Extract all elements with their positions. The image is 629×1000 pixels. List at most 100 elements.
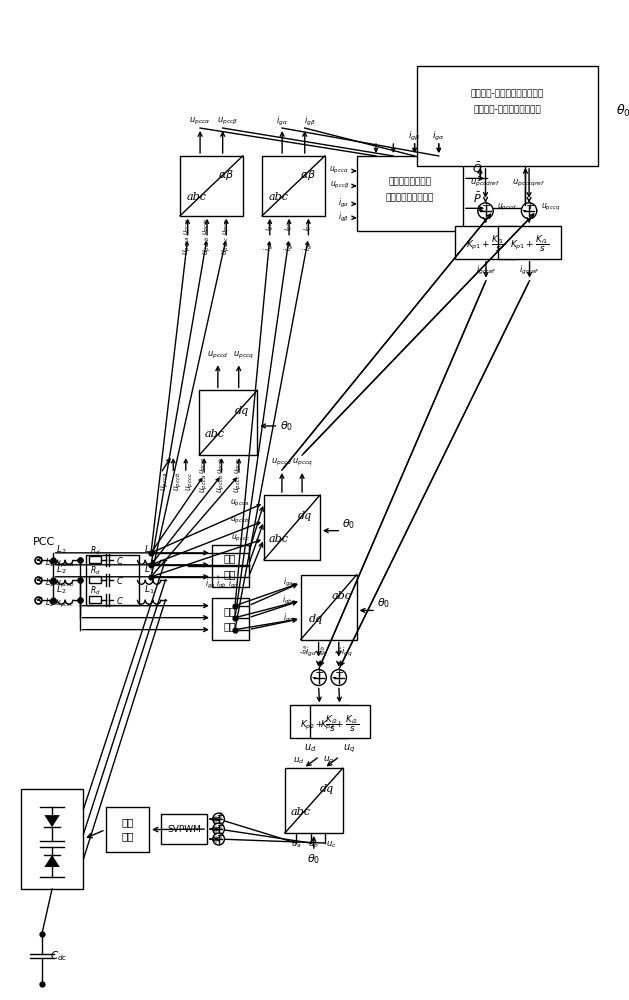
Text: +: + [315, 668, 325, 678]
Text: $\theta_0$: $\theta_0$ [280, 419, 292, 433]
Text: $i_{g\beta}$: $i_{g\beta}$ [338, 211, 349, 224]
Text: $u_{pccc}$: $u_{pccc}$ [231, 533, 250, 544]
Text: abc: abc [205, 429, 225, 439]
Bar [289, 705, 350, 738]
Text: $i_{gc}$: $i_{gc}$ [335, 645, 346, 654]
Text: $u_{pccb}$: $u_{pccb}$ [230, 515, 250, 526]
Text: 和平均无功功率计算: 和平均无功功率计算 [386, 193, 434, 202]
Bar [89, 596, 101, 603]
Text: $i_{g\alpha}$: $i_{g\alpha}$ [276, 115, 288, 128]
Text: $i_{ga}$: $i_{ga}$ [264, 221, 276, 231]
Text: $R_d$: $R_d$ [90, 584, 101, 597]
Text: $R_d$: $R_d$ [90, 545, 101, 557]
Text: $u_{pccd}$: $u_{pccd}$ [207, 350, 228, 361]
Text: $i_{gc}$: $i_{gc}$ [282, 612, 293, 625]
Text: dq: dq [235, 406, 248, 416]
Text: $u_{pcca}$: $u_{pcca}$ [182, 236, 193, 255]
Text: $u_{pcca}$: $u_{pcca}$ [199, 456, 209, 474]
Text: $L_2$: $L_2$ [56, 564, 67, 576]
Text: $i_{g\beta}$: $i_{g\beta}$ [408, 129, 421, 143]
Circle shape [331, 670, 347, 685]
Text: $u_{pccc}$: $u_{pccc}$ [233, 456, 244, 474]
Text: -: - [522, 205, 526, 219]
Text: $u_{pccd}$: $u_{pccd}$ [271, 457, 292, 468]
Circle shape [311, 670, 326, 685]
Text: $\bar{Q}$: $\bar{Q}$ [472, 161, 482, 176]
Text: $i_{g\alpha}$: $i_{g\alpha}$ [432, 129, 445, 143]
Text: $K_{p1}+\dfrac{K_{i1}}{s}$: $K_{p1}+\dfrac{K_{i1}}{s}$ [510, 234, 549, 254]
Text: $L_2\ u_{pcca}$: $L_2\ u_{pcca}$ [45, 557, 74, 570]
Text: $C$: $C$ [116, 555, 124, 566]
Text: $\theta_0$: $\theta_0$ [377, 597, 391, 610]
Text: $u_{pccb}$: $u_{pccb}$ [172, 471, 184, 491]
Text: $u_{pcc\alpha}$: $u_{pcc\alpha}$ [330, 165, 349, 176]
Text: abc: abc [269, 534, 289, 544]
Text: dq: dq [320, 784, 334, 794]
Text: $u_{pccb}$: $u_{pccb}$ [216, 473, 227, 493]
Text: $u_{pccb}$: $u_{pccb}$ [201, 236, 213, 255]
Text: 采样: 采样 [224, 622, 237, 632]
Text: $u_{pccc}$: $u_{pccc}$ [185, 472, 196, 491]
Circle shape [521, 203, 537, 219]
Text: $i_{gb}$: $i_{gb}$ [282, 240, 296, 251]
Bar [310, 705, 370, 738]
Text: $i_{ga}$: $i_{ga}$ [263, 240, 276, 251]
Text: $u_{pcc\beta}$: $u_{pcc\beta}$ [217, 116, 238, 127]
Text: $u_{pcc\alpha}$: $u_{pcc\alpha}$ [189, 116, 211, 127]
Text: $u_c$: $u_c$ [326, 840, 337, 850]
Bar [160, 814, 207, 844]
Bar [212, 545, 248, 587]
Text: $u_d$: $u_d$ [292, 755, 304, 766]
Text: $u_{pcca}$: $u_{pcca}$ [160, 472, 171, 491]
Text: $i_{gb}$: $i_{gb}$ [283, 221, 295, 231]
Text: $u_{pccc}$: $u_{pccc}$ [221, 236, 232, 255]
Text: 采样: 采样 [224, 569, 237, 579]
Text: $\hat{i}_{ga}$: $\hat{i}_{ga}$ [204, 574, 215, 591]
Text: 驱动: 驱动 [121, 818, 133, 828]
Text: $u_{pccb}$: $u_{pccb}$ [202, 217, 212, 235]
Text: $u_q$: $u_q$ [343, 742, 355, 755]
Text: $i_{gb}$: $i_{gb}$ [282, 594, 293, 607]
Text: abc: abc [187, 192, 207, 202]
Text: $\theta_0$: $\theta_0$ [616, 103, 629, 119]
Text: $\theta_0$: $\theta_0$ [342, 517, 355, 531]
Bar [86, 555, 140, 605]
Text: $C$: $C$ [116, 595, 124, 606]
Text: $u_{pccc}$: $u_{pccc}$ [233, 474, 245, 493]
Text: $u_{pccb}$: $u_{pccb}$ [216, 456, 227, 474]
Text: $i_{gc}$: $i_{gc}$ [302, 241, 315, 251]
Text: $i_{gb}$: $i_{gb}$ [317, 645, 328, 655]
Text: 平均有功功率计算: 平均有功功率计算 [388, 177, 431, 186]
Text: $u_{pcccqref}$: $u_{pcccqref}$ [513, 178, 546, 189]
Bar [264, 495, 320, 560]
Text: $u_{pcc\beta}$: $u_{pcc\beta}$ [330, 180, 349, 191]
Text: SVPWM: SVPWM [167, 825, 201, 834]
Text: $i_{gqref}$: $i_{gqref}$ [520, 264, 540, 277]
Text: $u_{pccd}$: $u_{pccd}$ [497, 202, 516, 213]
Text: $\alpha\beta$: $\alpha\beta$ [300, 168, 316, 182]
Text: $L_1$: $L_1$ [144, 564, 154, 576]
Circle shape [213, 813, 225, 825]
Text: $C_{dc}$: $C_{dc}$ [50, 949, 68, 963]
Text: $u_{pcca}$: $u_{pcca}$ [182, 217, 193, 235]
Bar [301, 575, 357, 640]
Text: 无功功率-幅值下垂控制方程: 无功功率-幅值下垂控制方程 [474, 106, 541, 115]
Text: $\theta_0$: $\theta_0$ [307, 852, 320, 866]
Text: $i_{ga}$: $i_{ga}$ [282, 576, 293, 589]
Polygon shape [45, 855, 60, 867]
Text: +: + [525, 201, 535, 211]
Text: $u_{pccq}$: $u_{pccq}$ [292, 457, 313, 468]
Text: abc: abc [331, 591, 352, 601]
Text: abc: abc [291, 807, 311, 817]
Text: dq: dq [309, 614, 323, 624]
Text: -: - [331, 672, 337, 686]
Text: $u_d$: $u_d$ [304, 742, 316, 754]
Text: $\hat{i}_{gb}$: $\hat{i}_{gb}$ [216, 574, 227, 591]
Text: 电路: 电路 [121, 832, 133, 842]
Text: $L_1$: $L_1$ [144, 584, 154, 596]
Text: +: + [335, 668, 345, 678]
Circle shape [213, 833, 225, 845]
Bar [357, 156, 463, 231]
Bar [416, 66, 598, 166]
Text: $u_b$: $u_b$ [308, 840, 319, 850]
